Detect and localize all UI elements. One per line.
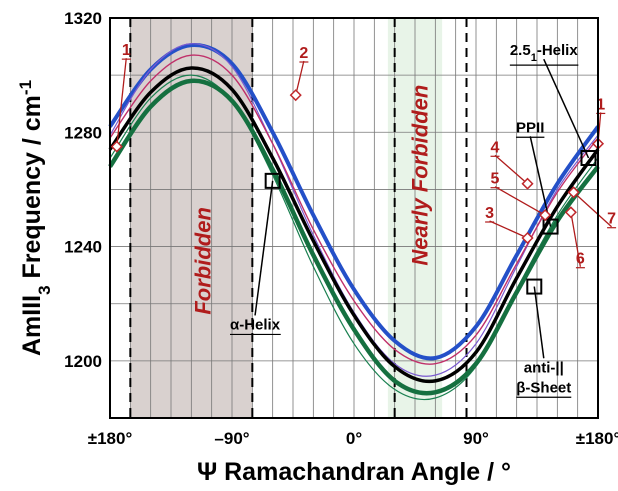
point-label: 1: [596, 96, 605, 113]
y-axis-title-sub: 3: [35, 285, 54, 294]
structure-label-line2: β-Sheet: [516, 379, 571, 396]
point-label: 5: [491, 171, 500, 188]
structure-label: anti-|| β-Sheet: [516, 359, 571, 396]
structures-layer: α-Helix PPII 2.51-Helix anti-|| β-Sheet: [230, 42, 597, 398]
series-line-0: [108, 43, 600, 361]
data-point-diamond: [564, 206, 577, 219]
point-label: 4: [491, 139, 500, 156]
structure-label: α-Helix: [230, 316, 281, 333]
point-leader-line: [494, 186, 546, 216]
structure-label-main: anti-||: [524, 359, 564, 376]
region-label: Nearly Forbidden: [408, 85, 433, 266]
point-leader-line: [573, 191, 612, 228]
structure-arrow-line: [533, 286, 545, 359]
x-tick-label: –90°: [214, 429, 249, 448]
series-line-2: [109, 54, 599, 365]
data-point-diamond: [521, 231, 534, 245]
y-axis-title-rest: Frequency / cm: [18, 95, 46, 285]
x-axis-title: Ψ Ramachandran Angle / °: [197, 458, 511, 486]
y-tick-label: 1320: [64, 9, 102, 28]
y-axis-title-sup: -1: [16, 80, 35, 95]
point-leader-line: [570, 212, 582, 267]
data-point-diamond: [110, 140, 123, 153]
region-labels-layer: Forbidden Nearly Forbidden: [191, 85, 433, 315]
series-line-5: [108, 78, 600, 396]
structure-label-sub: 1: [531, 52, 537, 64]
point-leader-line: [116, 58, 127, 147]
y-tick-label: 1240: [64, 238, 102, 257]
y-tick-label: 1280: [64, 123, 102, 142]
point-label: 1: [122, 42, 131, 59]
point-label: 6: [576, 251, 585, 268]
series-layer: [108, 43, 600, 401]
structure-label: PPII: [516, 119, 544, 136]
series-line-3: [108, 66, 600, 384]
x-tick-label: ±180°: [88, 429, 133, 448]
tick-labels-layer: ±180° –90° 0° 90° ±180° 1200 1240 1280 1320: [64, 9, 618, 448]
point-label: 3: [485, 205, 494, 222]
point-leader-line: [494, 154, 528, 185]
point-label: 2: [299, 45, 308, 62]
data-point-diamond: [521, 177, 534, 190]
region-label: Forbidden: [191, 207, 216, 315]
x-tick-label: ±180°: [576, 429, 618, 448]
y-axis-title: AmIII3 Frequency / cm-1: [16, 80, 54, 356]
y-axis-title-main: AmIII: [18, 295, 46, 356]
point-label: 7: [607, 211, 616, 228]
data-point-diamond: [539, 209, 552, 222]
structure-arrow-line: [543, 58, 590, 159]
structure-arrow-line: [254, 180, 274, 316]
structure-marker: [542, 218, 559, 235]
point-leader-line: [489, 220, 528, 239]
data-point-diamond: [289, 89, 302, 102]
plot-frame: [109, 17, 599, 419]
point-leader-line: [295, 60, 305, 96]
structure-label-main: PPII: [516, 119, 544, 136]
structure-label-main: α-Helix: [230, 316, 281, 333]
x-tick-label: 0°: [346, 429, 362, 448]
y-tick-label: 1200: [64, 352, 102, 371]
dashed-lines-layer: [129, 18, 468, 418]
data-point-diamond: [567, 186, 580, 199]
structure-marker: [526, 278, 543, 295]
structure-marker: [580, 150, 597, 166]
structure-label-rest: -Helix: [537, 42, 579, 59]
structure-marker: [264, 172, 281, 189]
structure-label-main: 2.5: [510, 42, 531, 59]
x-tick-label: 90°: [463, 429, 489, 448]
structure-label: 2.51-Helix: [510, 42, 578, 64]
